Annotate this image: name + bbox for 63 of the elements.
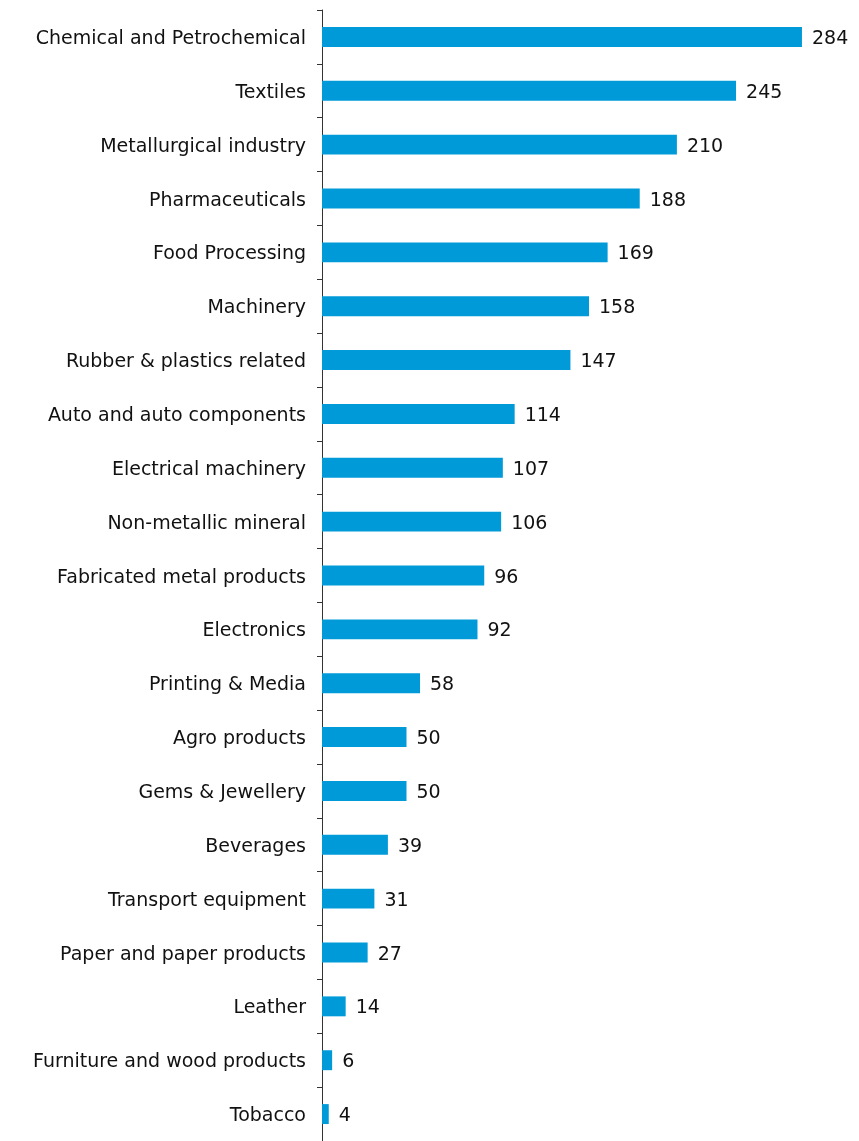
bar	[322, 888, 375, 909]
bar	[322, 1050, 333, 1071]
data-label: 106	[511, 510, 548, 533]
bar	[322, 26, 802, 47]
y-tick-label: Rubber & plastics related	[65, 349, 306, 372]
y-tick-label: Food Processing	[152, 241, 306, 264]
y-tick-label: Metallurgical industry	[100, 133, 306, 156]
y-tick-label: Gems & Jewellery	[138, 779, 306, 802]
y-tick-label: Transport equipment	[106, 887, 306, 910]
y-tick-label: Fabricated metal products	[57, 564, 306, 587]
data-label: 96	[494, 564, 519, 587]
y-tick-label: Pharmaceuticals	[149, 187, 306, 210]
data-label: 210	[686, 133, 724, 156]
data-label: 4	[338, 1103, 351, 1126]
data-label: 58	[430, 672, 455, 695]
bar	[322, 727, 407, 748]
bar	[322, 134, 677, 155]
bar	[322, 511, 502, 532]
bar	[322, 1104, 329, 1125]
y-tick-label: Auto and auto components	[47, 402, 306, 425]
bar	[322, 673, 421, 694]
bar	[322, 80, 737, 101]
bar	[322, 457, 503, 478]
bar	[322, 780, 407, 801]
y-tick-label: Printing & Media	[148, 672, 306, 695]
data-label: 147	[580, 349, 617, 372]
data-label: 188	[649, 187, 686, 210]
y-tick-label: Leather	[233, 995, 307, 1018]
data-label: 92	[487, 618, 512, 641]
bar	[322, 403, 515, 424]
bar	[322, 565, 485, 586]
data-label: 284	[811, 25, 849, 48]
data-label: 27	[377, 941, 402, 964]
data-label: 50	[416, 726, 441, 749]
data-label: 39	[397, 833, 423, 856]
bar	[322, 619, 478, 640]
y-tick-label: Non-metallic mineral	[107, 510, 306, 533]
bar	[322, 834, 388, 855]
y-tick-label: Electrical machinery	[111, 456, 306, 479]
bar	[322, 188, 640, 209]
bar	[322, 996, 346, 1017]
data-label: 114	[524, 402, 561, 425]
bar	[322, 942, 368, 963]
y-tick-label: Machinery	[207, 295, 306, 318]
data-label: 107	[512, 456, 550, 479]
bar	[322, 296, 590, 317]
data-label: 158	[599, 295, 636, 318]
data-label: 245	[746, 79, 783, 102]
data-label: 14	[355, 995, 380, 1018]
y-tick-label: Paper and paper products	[60, 941, 306, 964]
y-tick-label: Tobacco	[228, 1103, 306, 1126]
data-label: 50	[416, 779, 441, 802]
y-tick-label: Beverages	[205, 833, 306, 856]
data-label: 6	[342, 1049, 355, 1072]
y-tick-label: Chemical and Petrochemical	[35, 25, 306, 48]
data-label: 169	[617, 241, 654, 264]
y-tick-label: Furniture and wood products	[33, 1049, 306, 1072]
bar	[322, 350, 571, 371]
y-tick-label: Textiles	[234, 79, 306, 102]
data-label: 31	[384, 887, 409, 910]
y-tick-label: Agro products	[172, 726, 306, 749]
bar	[322, 242, 608, 263]
y-tick-label: Electronics	[202, 618, 306, 641]
